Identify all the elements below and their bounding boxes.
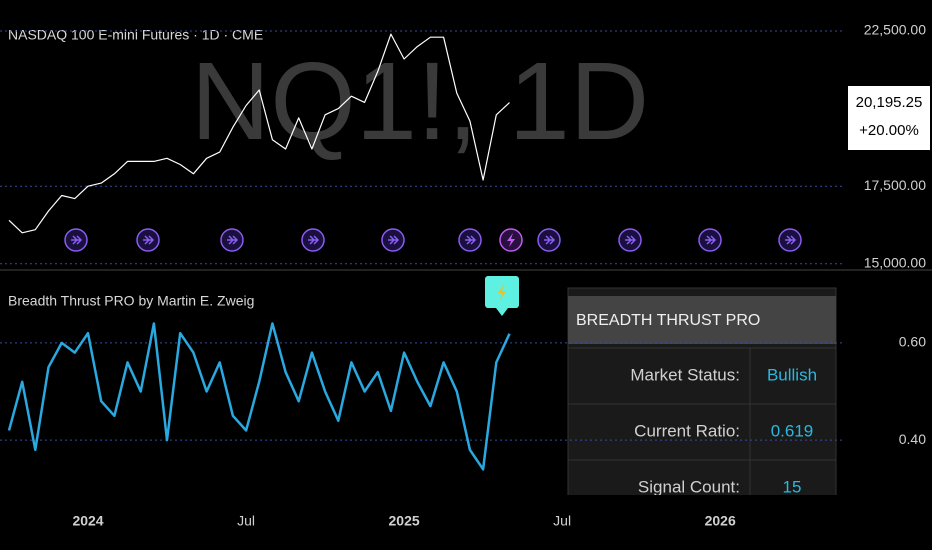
marker xyxy=(136,228,160,252)
panel-title: BREADTH THRUST PRO xyxy=(576,312,760,329)
marker xyxy=(64,228,88,252)
marker xyxy=(301,228,325,252)
price-tag-value: 20,195.25 xyxy=(856,94,923,111)
indicator-title: Breadth Thrust PRO by Martin E. Zweig xyxy=(8,293,254,309)
marker xyxy=(537,228,561,252)
signal-markers xyxy=(64,228,802,252)
x-tick-label: 2026 xyxy=(705,513,736,529)
price-tag-change: +20.00% xyxy=(859,122,919,139)
watermark: NQ1!, 1D xyxy=(191,40,649,163)
y-tick-label: 0.40 xyxy=(899,431,926,447)
y-tick-label: 0.60 xyxy=(899,334,926,350)
x-tick-label: 2025 xyxy=(389,513,420,529)
row-value: 0.619 xyxy=(771,421,814,440)
row-label: Market Status: xyxy=(630,365,740,384)
panel-header xyxy=(568,296,836,344)
marker xyxy=(381,228,405,252)
x-tick-label: Jul xyxy=(553,513,571,529)
data-line xyxy=(8,33,510,234)
x-tick-label: Jul xyxy=(237,513,255,529)
marker xyxy=(778,228,802,252)
marker xyxy=(458,228,482,252)
marker xyxy=(698,228,722,252)
row-value: Bullish xyxy=(767,365,817,384)
info-panel: BREADTH THRUST PRO Market Status: Bullish… xyxy=(567,287,837,496)
price-tag xyxy=(848,86,930,150)
y-tick-label: 17,500.00 xyxy=(864,177,926,193)
x-tick-label: 2024 xyxy=(72,513,103,529)
row-value: 15 xyxy=(783,477,802,496)
data-line xyxy=(7,322,511,471)
marker xyxy=(618,228,642,252)
y-tick-label: 15,000.00 xyxy=(864,254,926,270)
marker xyxy=(499,228,523,252)
y-tick-label: 22,500.00 xyxy=(864,22,926,38)
marker xyxy=(220,228,244,252)
row-label: Current Ratio: xyxy=(634,421,740,440)
row-label: Signal Count: xyxy=(638,477,740,496)
chart-title: NASDAQ 100 E-mini Futures · 1D · CME xyxy=(8,27,263,43)
signal-tooltip xyxy=(485,276,519,316)
